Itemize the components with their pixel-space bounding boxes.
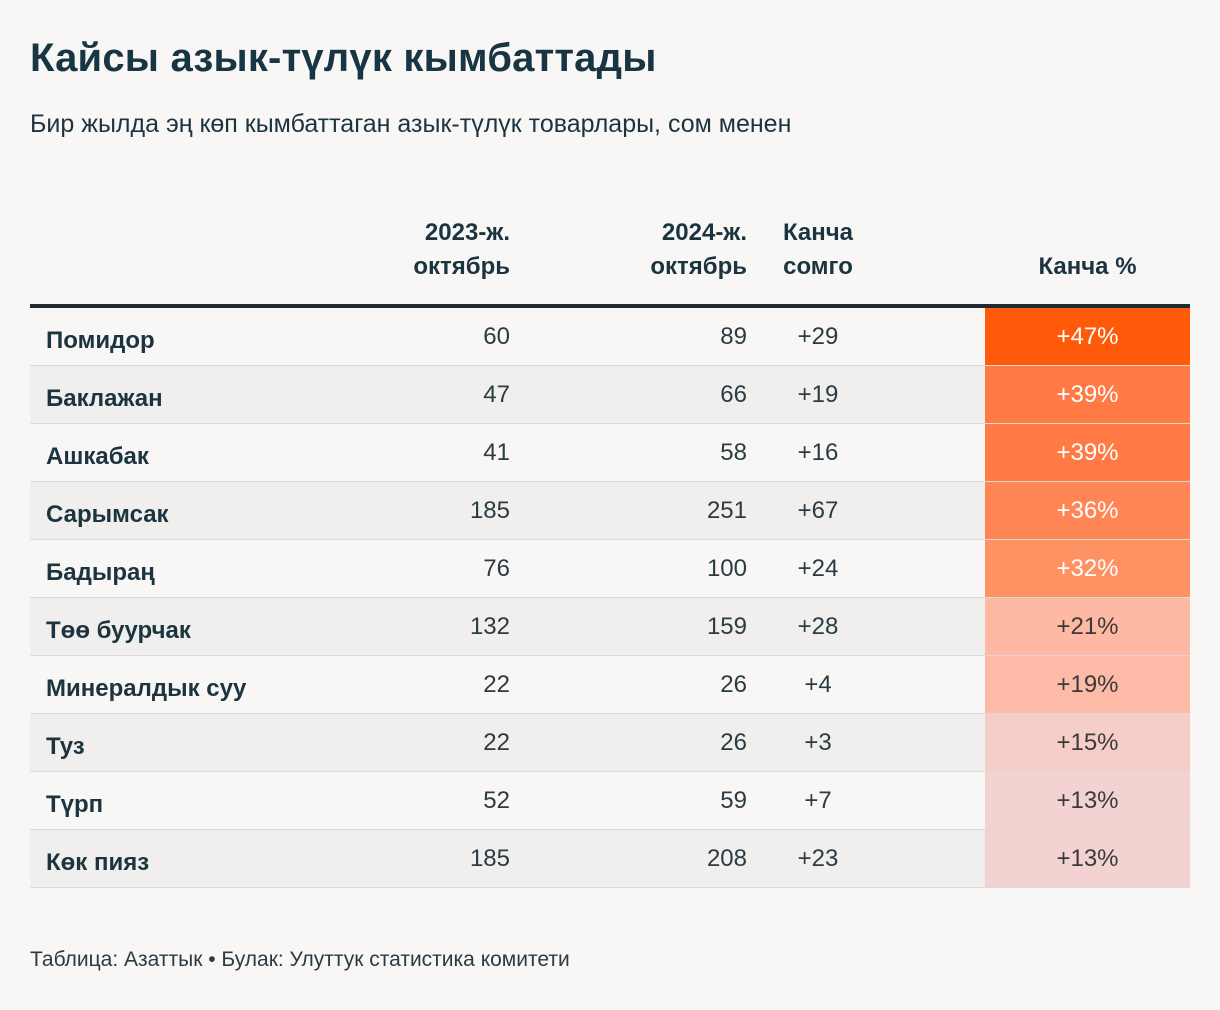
row-name: Минералдык суу <box>46 675 247 702</box>
row-change-pct: +32% <box>985 540 1190 597</box>
table-row: Помидор 60 89 +29 +47% <box>30 308 1190 366</box>
header-som-line1: Канча <box>782 219 854 246</box>
row-value-2023: 47 <box>483 381 510 408</box>
row-name: Төө буурчак <box>46 617 191 644</box>
row-value-2023: 41 <box>483 439 510 466</box>
row-value-2024: 26 <box>720 671 747 698</box>
row-change-som: +3 <box>804 729 832 756</box>
header-2024-line1: 2024-ж. <box>661 219 747 246</box>
row-name: Көк пияз <box>46 849 150 876</box>
row-value-2023: 52 <box>483 787 510 814</box>
row-change-som: +67 <box>797 497 839 524</box>
header-pct: Канча % <box>1038 253 1137 280</box>
table-row: Ашкабак 41 58 +16 +39% <box>30 424 1190 482</box>
row-value-2023: 185 <box>469 497 510 524</box>
row-change-som: +7 <box>804 787 832 814</box>
row-value-2024: 251 <box>706 497 747 524</box>
row-value-2024: 159 <box>706 613 747 640</box>
table-row: Минералдык суу 22 26 +4 +19% <box>30 656 1190 714</box>
row-value-2024: 59 <box>720 787 747 814</box>
row-value-2023: 132 <box>469 613 510 640</box>
row-value-2024: 89 <box>720 323 747 350</box>
header-2023-line2: октябрь <box>413 253 510 280</box>
row-value-2023: 22 <box>483 729 510 756</box>
row-value-2024: 26 <box>720 729 747 756</box>
row-name: Помидор <box>46 327 155 354</box>
row-change-pct: +47% <box>985 308 1190 365</box>
row-change-pct: +36% <box>985 482 1190 539</box>
row-change-som: +29 <box>797 323 839 350</box>
table-row: Түрп 52 59 +7 +13% <box>30 772 1190 830</box>
row-value-2023: 76 <box>483 555 510 582</box>
row-change-som: +23 <box>797 845 839 872</box>
row-value-2023: 22 <box>483 671 510 698</box>
row-change-pct: +39% <box>985 424 1190 481</box>
row-change-pct: +19% <box>985 656 1190 713</box>
row-value-2023: 185 <box>469 845 510 872</box>
table-row: Көк пияз 185 208 +23 +13% <box>30 830 1190 888</box>
row-change-som: +16 <box>797 439 839 466</box>
row-value-2024: 100 <box>706 555 747 582</box>
row-name: Баклажан <box>46 385 163 412</box>
row-value-2023: 60 <box>483 323 510 350</box>
row-value-2024: 66 <box>720 381 747 408</box>
row-change-pct: +21% <box>985 598 1190 655</box>
table-row: Бадыраң 76 100 +24 +32% <box>30 540 1190 598</box>
row-name: Түрп <box>46 791 104 818</box>
row-change-som: +24 <box>797 555 839 582</box>
row-name: Ашкабак <box>46 443 149 470</box>
row-change-som: +19 <box>797 381 839 408</box>
header-2024: 2024-ж. октябрь <box>650 216 747 284</box>
table-row: Төө буурчак 132 159 +28 +21% <box>30 598 1190 656</box>
table-row: Туз 22 26 +3 +15% <box>30 714 1190 772</box>
row-change-pct: +39% <box>985 366 1190 423</box>
row-change-pct: +15% <box>985 714 1190 771</box>
row-change-pct: +13% <box>985 772 1190 829</box>
header-2023-line1: 2023-ж. <box>424 219 510 246</box>
row-value-2024: 58 <box>720 439 747 466</box>
chart-subtitle: Бир жылда эң көп кымбаттаган азык-түлүк … <box>30 110 792 138</box>
row-change-som: +28 <box>797 613 839 640</box>
row-value-2024: 208 <box>706 845 747 872</box>
header-2023: 2023-ж. октябрь <box>413 216 510 284</box>
row-name: Туз <box>46 733 85 760</box>
row-name: Бадыраң <box>46 559 155 586</box>
table-body: Помидор 60 89 +29 +47% Баклажан 47 66 +19 +39% Ашк… <box>30 308 1190 888</box>
header-som-line2: сомго <box>783 253 853 280</box>
header-som: Канча сомго <box>743 216 893 284</box>
source-footer: Таблица: Азаттык • Булак: Улуттук статис… <box>30 948 570 971</box>
header-2024-line2: октябрь <box>650 253 747 280</box>
row-name: Сарымсак <box>46 501 169 528</box>
table-row: Баклажан 47 66 +19 +39% <box>30 366 1190 424</box>
data-table: 2023-ж. октябрь 2024-ж. октябрь Канча со… <box>30 200 1190 888</box>
table-row: Сарымсак 185 251 +67 +36% <box>30 482 1190 540</box>
chart-title: Кайсы азык-түлүк кымбаттады <box>30 36 657 80</box>
row-change-pct: +13% <box>985 830 1190 887</box>
row-change-som: +4 <box>804 671 832 698</box>
table-header: 2023-ж. октябрь 2024-ж. октябрь Канча со… <box>30 200 1190 308</box>
